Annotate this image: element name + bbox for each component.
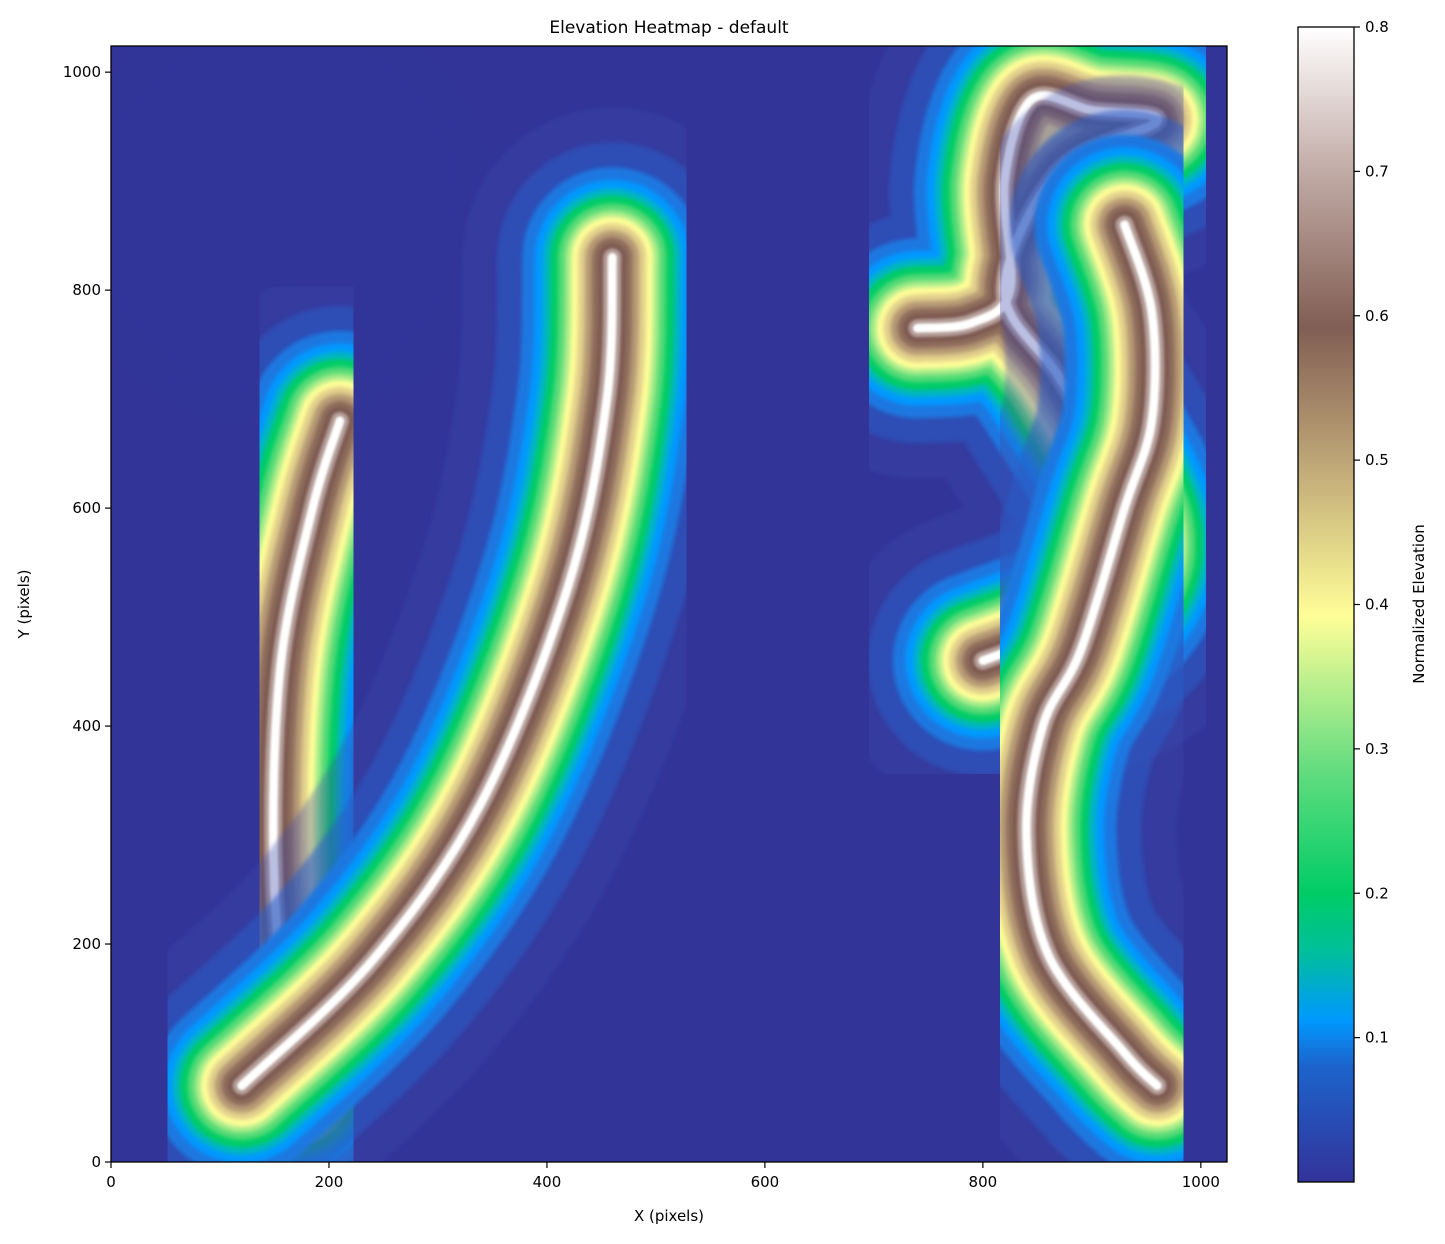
x-tick-label: 400 (533, 1173, 562, 1191)
ridge-2 (111, 107, 763, 1162)
heatmap-ridges (111, 46, 1227, 1162)
colorbar-tick-label: 0.1 (1365, 1029, 1389, 1047)
x-tick-label: 0 (106, 1173, 116, 1191)
chart-title: Elevation Heatmap - default (549, 18, 789, 38)
colorbar-tick-label: 0.4 (1365, 596, 1389, 614)
colorbar-tick-label: 0.5 (1365, 451, 1389, 469)
colorbar-tick-label: 0.2 (1365, 884, 1389, 902)
colorbar-tick-label: 0.8 (1365, 18, 1389, 36)
x-tick-label: 200 (315, 1173, 344, 1191)
colorbar-ticks: 0.1 0.2 0.3 0.4 0.5 0.6 0.7 0.8 (1354, 18, 1389, 1047)
ridge-4-band-15 (1021, 220, 1162, 1091)
y-tick-label: 800 (72, 281, 101, 299)
y-axis-ticks: 0 200 400 600 800 1000 (63, 63, 111, 1171)
x-tick-label: 800 (969, 1173, 998, 1191)
plot-area (111, 46, 1227, 1162)
y-tick-label: 1000 (63, 63, 101, 81)
y-tick-label: 600 (72, 499, 101, 517)
y-tick-label: 400 (72, 717, 101, 735)
colorbar-tick-label: 0.3 (1365, 740, 1389, 758)
x-tick-label: 1000 (1182, 1173, 1220, 1191)
colorbar-label: Normalized Elevation (1410, 524, 1428, 684)
x-axis-ticks: 0 200 400 600 800 1000 (106, 1162, 1220, 1191)
colorbar-tick-label: 0.6 (1365, 307, 1389, 325)
y-tick-label: 0 (91, 1153, 101, 1171)
x-tick-label: 600 (751, 1173, 780, 1191)
ridge-4 (876, 74, 1227, 1162)
colorbar-gradient (1297, 26, 1355, 1183)
y-axis-label: Y (pixels) (15, 570, 33, 640)
colorbar: 0.1 0.2 0.3 0.4 0.5 0.6 0.7 0.8 Normalized Elev… (1297, 18, 1428, 1183)
plot-frame (110, 45, 1228, 1163)
colorbar-tick-label: 0.7 (1365, 162, 1389, 180)
x-axis-label: X (pixels) (634, 1207, 704, 1225)
y-tick-label: 200 (72, 935, 101, 953)
ridge-2-band-15 (237, 252, 617, 1091)
